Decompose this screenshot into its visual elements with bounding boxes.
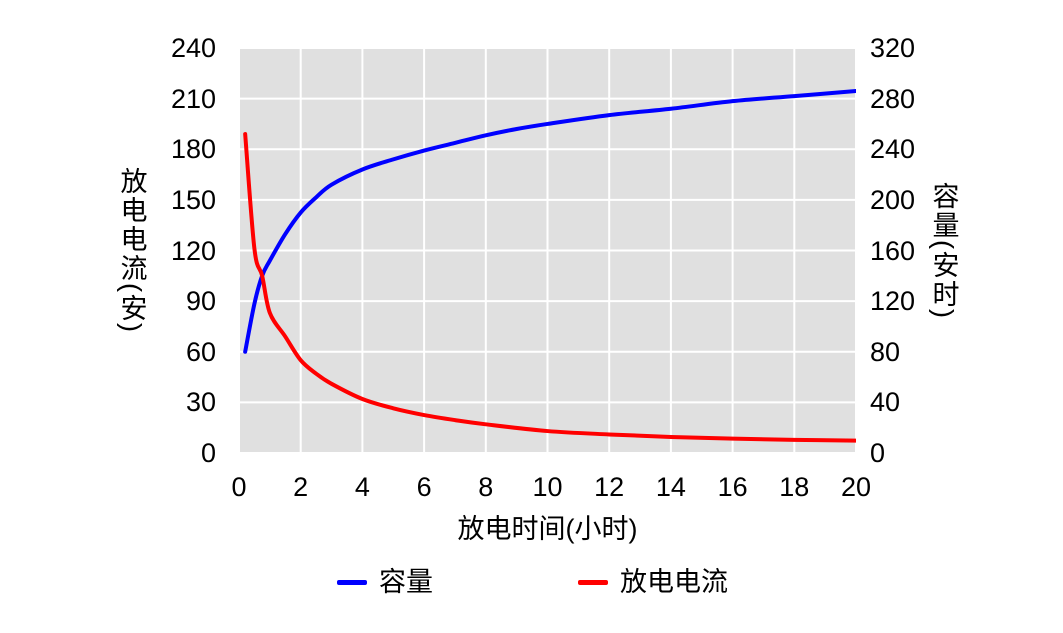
x-axis-tick-label: 14 [655,472,686,502]
y-axis-right-tick-label: 80 [870,336,901,367]
current-legend-label: 放电电流 [620,567,728,597]
x-axis-tick-label: 10 [532,472,563,502]
y-axis-right-tick-label: 320 [870,33,916,63]
y-axis-right-tick-label: 40 [870,387,901,418]
y-axis-right-tick-label: 280 [870,83,916,114]
legend-item-capacity: 容量 [337,566,433,598]
y-axis-left-tick-label: 210 [170,83,216,114]
current-legend-swatch [578,579,608,585]
x-axis-tick-label: 2 [293,472,309,502]
y-axis-left-tick-label: 120 [170,235,216,266]
capacity-legend-label: 容量 [379,567,433,597]
plot-panel [239,48,856,453]
y-axis-right-tick-label: 120 [870,286,916,317]
y-axis-right-tick-label: 160 [870,235,916,266]
y-axis-right-tick-label: 240 [870,134,916,165]
y-axis-left-tick-label: 60 [185,336,216,367]
y-axis-left-title: 放电电流(安) [116,167,147,334]
x-axis-title: 放电时间(小时) [457,514,638,544]
x-axis-tick-label: 0 [231,472,247,502]
capacity-line [243,89,856,354]
legend-item-current: 放电电流 [578,566,728,598]
y-axis-right-tick-label: 200 [870,184,916,215]
y-axis-left-tick-label: 90 [185,286,216,317]
x-axis-tick-label: 6 [416,472,432,502]
x-axis-tick-label: 4 [354,472,370,502]
y-axis-left-tick-label: 240 [170,33,216,63]
capacity-legend-swatch [337,579,367,585]
y-axis-left-tick-label: 0 [200,438,216,468]
current-line [243,132,856,443]
y-axis-left-tick-label: 30 [185,387,216,418]
x-axis-tick-label: 18 [779,472,810,502]
plot-canvas [239,48,856,453]
x-axis-tick-label: 8 [478,472,494,502]
y-axis-left-tick-label: 150 [170,184,216,215]
x-axis-tick-label: 12 [594,472,625,502]
y-axis-right-title: 容量(安时) [928,181,959,320]
y-axis-left-tick-label: 180 [170,134,216,165]
x-axis-tick-label: 16 [717,472,748,502]
x-axis-tick-label: 20 [840,472,872,502]
y-axis-right-tick-label: 0 [870,438,886,468]
